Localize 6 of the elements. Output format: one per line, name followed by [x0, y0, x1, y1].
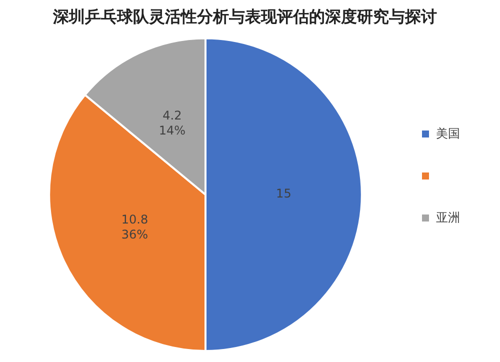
data-label: 10.8 36% [121, 212, 148, 242]
legend-label: 美国 [436, 126, 460, 140]
legend-label: 亚洲 [436, 210, 460, 224]
data-label: 4.2 14% [158, 108, 186, 138]
data-label: 15 [276, 186, 292, 201]
chart-title: 深圳乒乓球队灵活性分析与表现评估的深度研究与探讨 [52, 6, 437, 26]
